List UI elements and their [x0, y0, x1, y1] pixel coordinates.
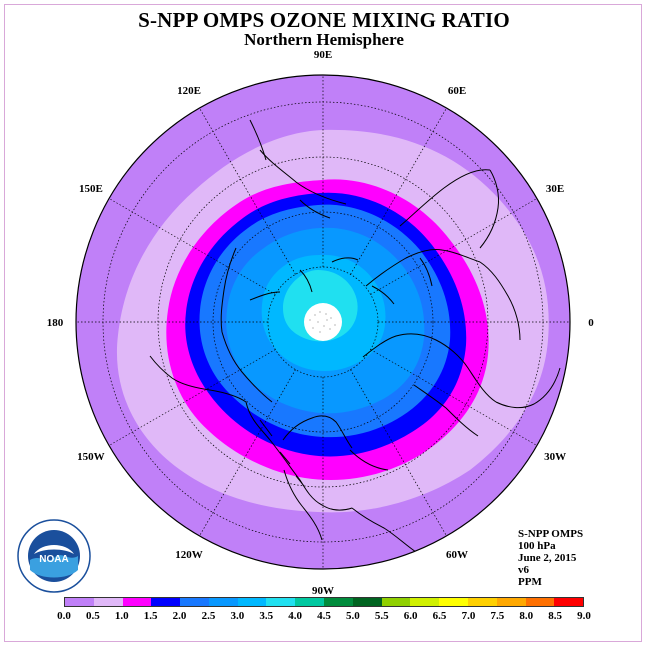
meridian-line	[370, 349, 538, 446]
colorbar-tick-label: 2.5	[201, 610, 216, 622]
polar-cap-stipple	[309, 311, 336, 333]
noaa-logo-icon: NOAA	[16, 518, 92, 594]
colorbar-segment	[266, 598, 296, 606]
colorbar-tick-label: 3.0	[230, 610, 245, 622]
meridian-line	[199, 107, 296, 275]
colorbar-segment	[410, 598, 440, 606]
longitude-labels: 90E 60E 30E 0 30W 60W 90W 120W 150W 180 150E 120E	[47, 49, 595, 597]
colorbar-segment	[381, 598, 411, 606]
colorbar-tick-label: 7.0	[461, 610, 476, 622]
colorbar-tick-label: 5.0	[346, 610, 360, 622]
colorbar-tick-label: 7.5	[490, 610, 505, 622]
colorbar-tick-label: 3.5	[259, 610, 274, 622]
colorbar-tick-label: 1.5	[143, 610, 158, 622]
colorbar-tick-label: 4.5	[317, 610, 331, 622]
colorbar-segment	[439, 598, 468, 606]
colorbar-segment	[295, 598, 325, 606]
meridian-line	[370, 198, 538, 295]
colorbar-tick-label: 2.0	[172, 610, 187, 622]
colorbar-tick-label: 5.5	[374, 610, 389, 622]
colorbar-tick-label: 0.5	[86, 610, 100, 622]
meridian-line	[199, 369, 296, 537]
colorbar-segment	[496, 598, 526, 606]
colorbar-tick-label: 4.0	[288, 610, 302, 622]
missing-data-polar-cap	[304, 303, 342, 341]
info-level: 100 hPa	[518, 540, 556, 552]
info-instrument: S-NPP OMPS	[518, 528, 584, 540]
ozone-field	[76, 75, 570, 569]
colorbar-tick-label: 0.0	[57, 610, 71, 622]
meridian-line	[108, 198, 276, 295]
longitude-label: 60E	[448, 85, 466, 97]
graticule	[76, 75, 570, 569]
longitude-label: 180	[47, 317, 64, 329]
longitude-label: 30E	[546, 183, 564, 195]
info-panel: S-NPP OMPS 100 hPa June 2, 2015 v6 PPM	[518, 528, 583, 588]
colorbar-segment	[122, 598, 152, 606]
meridian-line	[350, 107, 447, 275]
longitude-label: 90W	[312, 585, 334, 597]
info-date: June 2, 2015	[518, 552, 577, 564]
colorbar-tick-label: 8.5	[548, 610, 562, 622]
info-version: v6	[518, 564, 529, 576]
colorbar-labels: 0.0 0.5 1.0 1.5 2.0 2.5 3.0 3.5 4.0 4.5 5.0 5.5 6.0 6…	[57, 610, 591, 624]
longitude-label: 150E	[79, 183, 103, 195]
longitude-label: 150W	[77, 451, 105, 463]
meridian-line	[350, 369, 447, 537]
colorbar-segment	[237, 598, 267, 606]
colorbar-segment	[352, 598, 382, 606]
longitude-label: 120E	[177, 85, 201, 97]
colorbar-segment	[554, 598, 584, 606]
colorbar-segment	[65, 598, 94, 606]
colorbar-tick-label: 9.0	[577, 610, 591, 622]
longitude-label: 60W	[446, 549, 468, 561]
chart-title: S-NPP OMPS OZONE MIXING RATIO	[138, 8, 510, 32]
longitude-label: 120W	[175, 549, 203, 561]
chart-subtitle: Northern Hemisphere	[244, 30, 404, 49]
colorbar-segment	[93, 598, 123, 606]
info-units: PPM	[518, 576, 542, 588]
colorbar-segment	[467, 598, 497, 606]
coastlines	[149, 119, 561, 561]
colorbar-tick-label: 8.0	[519, 610, 534, 622]
colorbar-tick-label: 6.0	[403, 610, 418, 622]
meridian-line	[108, 349, 276, 446]
colorbar-segment	[208, 598, 238, 606]
colorbar-segment	[525, 598, 555, 606]
longitude-label: 0	[588, 317, 594, 329]
longitude-label: 90E	[314, 49, 332, 61]
svg-text:NOAA: NOAA	[39, 554, 68, 565]
colorbar-segment	[324, 598, 353, 606]
colorbar-tick-label: 6.5	[432, 610, 447, 622]
colorbar-tick-label: 1.0	[114, 610, 129, 622]
colorbar	[64, 597, 584, 607]
colorbar-segment	[151, 598, 181, 606]
longitude-label: 30W	[544, 451, 566, 463]
map-boundary	[75, 74, 571, 570]
image-frame	[4, 4, 642, 642]
colorbar-segment	[180, 598, 209, 606]
